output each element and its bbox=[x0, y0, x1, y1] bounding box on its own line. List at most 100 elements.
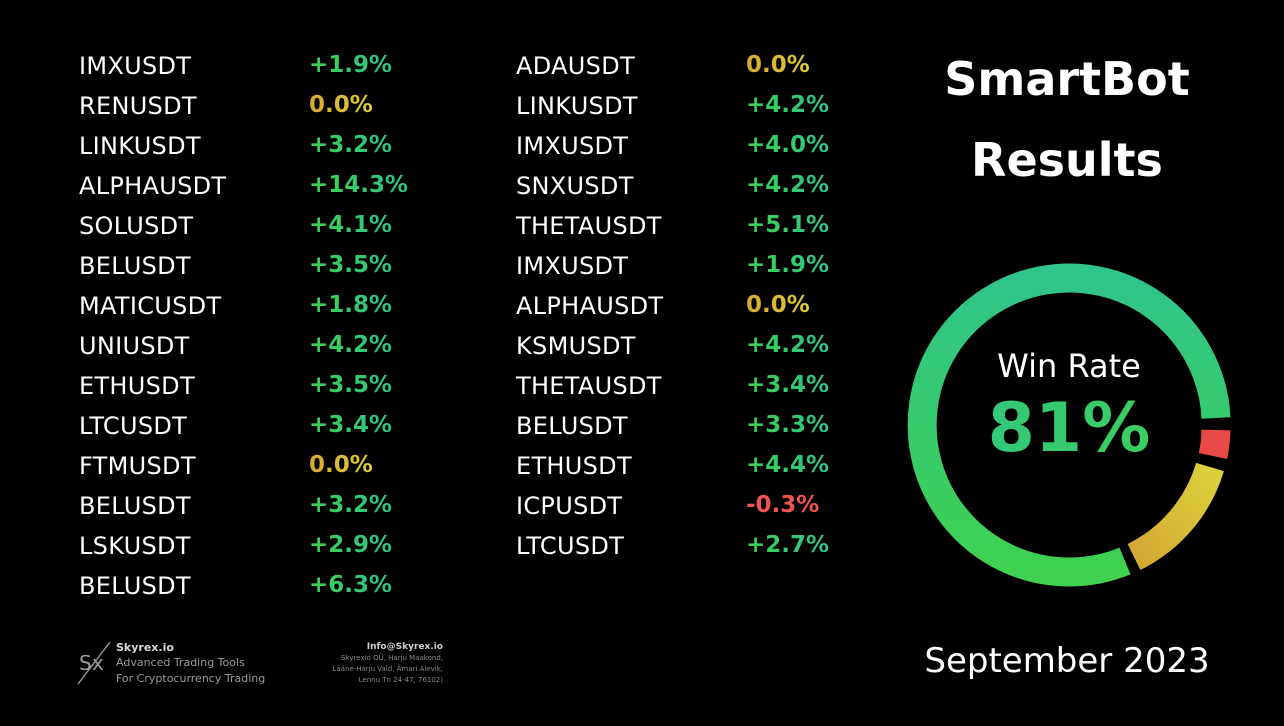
results-column-1: IMXUSDT +1.9% RENUSDT 0.0% LINKUSDT +3.2% A… bbox=[79, 48, 439, 608]
result-row: MATICUSDT +1.8% bbox=[79, 288, 439, 328]
pair-change: +1.9% bbox=[746, 252, 830, 278]
result-row: IMXUSDT +4.0% bbox=[516, 128, 876, 168]
donut-segment-loss bbox=[1198, 429, 1231, 459]
pair-change: -0.3% bbox=[746, 492, 820, 518]
brand-tagline-1: Advanced Trading Tools bbox=[116, 656, 245, 669]
address-line-1: Skyrexio OÜ, Harju Maakond, bbox=[341, 654, 443, 662]
pair-change: +4.0% bbox=[746, 132, 830, 158]
pair-symbol: LINKUSDT bbox=[516, 92, 638, 120]
pair-symbol: IMXUSDT bbox=[79, 52, 192, 80]
pair-symbol: FTMUSDT bbox=[79, 452, 196, 480]
svg-text:S: S bbox=[79, 651, 92, 675]
pair-change: +3.2% bbox=[309, 492, 393, 518]
result-row: ALPHAUSDT +14.3% bbox=[79, 168, 439, 208]
pair-change: +2.7% bbox=[746, 532, 830, 558]
result-row: ICPUSDT -0.3% bbox=[516, 488, 876, 528]
win-rate-value: 81% bbox=[904, 395, 1234, 463]
pair-change: 0.0% bbox=[746, 292, 810, 318]
result-row: ETHUSDT +3.5% bbox=[79, 368, 439, 408]
pair-symbol: ADAUSDT bbox=[516, 52, 635, 80]
pair-symbol: LINKUSDT bbox=[79, 132, 201, 160]
pair-symbol: LTCUSDT bbox=[79, 412, 188, 440]
sx-logo-icon: S x bbox=[77, 641, 111, 685]
brand-name: Skyrex.io bbox=[116, 641, 174, 654]
result-row: ADAUSDT 0.0% bbox=[516, 48, 876, 88]
pair-symbol: ALPHAUSDT bbox=[79, 172, 227, 200]
pair-change: +3.4% bbox=[746, 372, 830, 398]
result-row: BELUSDT +3.5% bbox=[79, 248, 439, 288]
results-column-2: ADAUSDT 0.0% LINKUSDT +4.2% IMXUSDT +4.0% S… bbox=[516, 48, 876, 568]
pair-symbol: THETAUSDT bbox=[516, 372, 662, 400]
pair-symbol: BELUSDT bbox=[79, 492, 191, 520]
pair-change: +1.9% bbox=[309, 52, 393, 78]
result-row: THETAUSDT +3.4% bbox=[516, 368, 876, 408]
pair-symbol: IMXUSDT bbox=[516, 252, 629, 280]
pair-symbol: ALPHAUSDT bbox=[516, 292, 664, 320]
pair-change: +4.2% bbox=[746, 92, 830, 118]
pair-symbol: BELUSDT bbox=[79, 252, 191, 280]
result-row: LTCUSDT +3.4% bbox=[79, 408, 439, 448]
result-row: SNXUSDT +4.2% bbox=[516, 168, 876, 208]
pair-symbol: ETHUSDT bbox=[516, 452, 632, 480]
pair-change: 0.0% bbox=[309, 452, 373, 478]
pair-change: +3.5% bbox=[309, 372, 393, 398]
pair-change: 0.0% bbox=[309, 92, 373, 118]
contact-email[interactable]: Info@Skyrex.io bbox=[366, 642, 443, 652]
pair-symbol: ICPUSDT bbox=[516, 492, 623, 520]
pair-change: 0.0% bbox=[746, 52, 810, 78]
pair-symbol: RENUSDT bbox=[79, 92, 197, 120]
result-row: UNIUSDT +4.2% bbox=[79, 328, 439, 368]
pair-symbol: LTCUSDT bbox=[516, 532, 625, 560]
address-line-3: Lennu Tn 24-47, 76102) bbox=[358, 676, 443, 684]
pair-change: +3.5% bbox=[309, 252, 393, 278]
win-rate-donut-chart bbox=[907, 263, 1231, 587]
result-row: IMXUSDT +1.9% bbox=[79, 48, 439, 88]
svg-text:x: x bbox=[92, 651, 104, 675]
result-row: LSKUSDT +2.9% bbox=[79, 528, 439, 568]
result-row: LINKUSDT +3.2% bbox=[79, 128, 439, 168]
pair-change: +4.1% bbox=[309, 212, 393, 238]
pair-symbol: KSMUSDT bbox=[516, 332, 636, 360]
pair-change: +4.4% bbox=[746, 452, 830, 478]
pair-symbol: SNXUSDT bbox=[516, 172, 634, 200]
pair-change: +3.4% bbox=[309, 412, 393, 438]
address-line-2: Lääne-Harju Vald, Ämari Alevik, bbox=[332, 665, 443, 673]
pair-change: +5.1% bbox=[746, 212, 830, 238]
report-date: September 2023 bbox=[924, 641, 1210, 681]
pair-symbol: SOLUSDT bbox=[79, 212, 194, 240]
pair-change: +6.3% bbox=[309, 572, 393, 598]
donut-segment-win bbox=[907, 263, 1231, 587]
pair-symbol: LSKUSDT bbox=[79, 532, 191, 560]
brand-tagline-2: For Cryptocurrency Trading bbox=[116, 672, 266, 685]
result-row: FTMUSDT 0.0% bbox=[79, 448, 439, 488]
pair-change: +1.8% bbox=[309, 292, 393, 318]
result-row: KSMUSDT +4.2% bbox=[516, 328, 876, 368]
contact-block: Info@Skyrex.io Skyrexio OÜ, Harju Maakon… bbox=[300, 641, 443, 686]
pair-change: +2.9% bbox=[309, 532, 393, 558]
pair-change: +4.2% bbox=[746, 172, 830, 198]
donut-segment-neutral bbox=[1127, 462, 1224, 571]
result-row: LTCUSDT +2.7% bbox=[516, 528, 876, 568]
result-row: ALPHAUSDT 0.0% bbox=[516, 288, 876, 328]
pair-change: +3.3% bbox=[746, 412, 830, 438]
pair-change: +14.3% bbox=[309, 172, 409, 198]
result-row: BELUSDT +3.2% bbox=[79, 488, 439, 528]
result-row: BELUSDT +6.3% bbox=[79, 568, 439, 608]
result-row: THETAUSDT +5.1% bbox=[516, 208, 876, 248]
result-row: SOLUSDT +4.1% bbox=[79, 208, 439, 248]
pair-change: +4.2% bbox=[746, 332, 830, 358]
win-rate-label: Win Rate bbox=[997, 347, 1141, 385]
pair-symbol: BELUSDT bbox=[79, 572, 191, 600]
page-title-line-2: Results bbox=[971, 133, 1163, 187]
result-row: IMXUSDT +1.9% bbox=[516, 248, 876, 288]
result-row: BELUSDT +3.3% bbox=[516, 408, 876, 448]
pair-symbol: MATICUSDT bbox=[79, 292, 222, 320]
result-row: LINKUSDT +4.2% bbox=[516, 88, 876, 128]
result-row: RENUSDT 0.0% bbox=[79, 88, 439, 128]
pair-symbol: THETAUSDT bbox=[516, 212, 662, 240]
pair-change: +3.2% bbox=[309, 132, 393, 158]
pair-symbol: ETHUSDT bbox=[79, 372, 195, 400]
pair-change: +4.2% bbox=[309, 332, 393, 358]
page-title-line-1: SmartBot bbox=[944, 52, 1190, 106]
result-row: ETHUSDT +4.4% bbox=[516, 448, 876, 488]
